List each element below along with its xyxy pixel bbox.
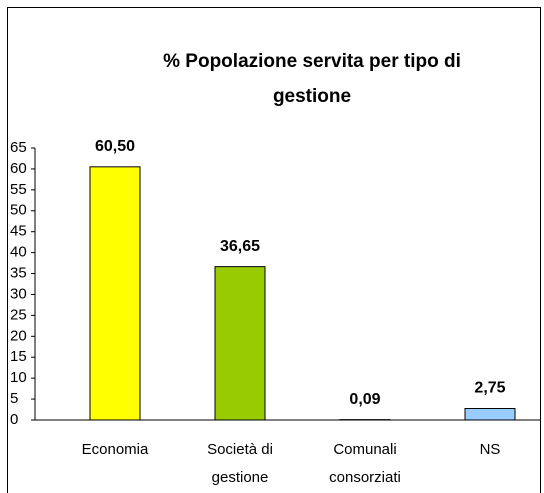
x-tick-label: NS xyxy=(480,441,501,458)
bar xyxy=(214,266,266,421)
value-label: 36,65 xyxy=(220,238,260,255)
value-label: 60,50 xyxy=(95,138,135,155)
chart-title: % Popolazione servita per tipo di gestion… xyxy=(163,51,461,107)
y-tick-label: 40 xyxy=(10,244,27,261)
y-tick-label: 0 xyxy=(10,411,18,428)
bar xyxy=(89,166,141,421)
value-label: 2,75 xyxy=(474,380,505,397)
y-tick-label: 50 xyxy=(10,202,27,219)
y-tick-label: 35 xyxy=(10,265,27,282)
x-tick-label: Società di gestione xyxy=(207,441,273,486)
x-tick-label: Comunali consorziati xyxy=(329,441,401,486)
y-tick-label: 25 xyxy=(10,306,27,323)
y-tick-label: 30 xyxy=(10,285,27,302)
y-tick-label: 55 xyxy=(10,181,27,198)
y-tick-label: 20 xyxy=(10,327,27,344)
y-tick-label: 5 xyxy=(10,390,18,407)
y-tick-label: 60 xyxy=(10,160,27,177)
y-tick-label: 65 xyxy=(10,139,27,156)
x-tick-label: Economia xyxy=(82,441,149,458)
y-tick-label: 15 xyxy=(10,348,27,365)
y-tick-label: 45 xyxy=(10,223,27,240)
value-label: 0,09 xyxy=(349,391,380,408)
y-tick-label: 10 xyxy=(10,369,27,386)
bar xyxy=(464,407,516,421)
